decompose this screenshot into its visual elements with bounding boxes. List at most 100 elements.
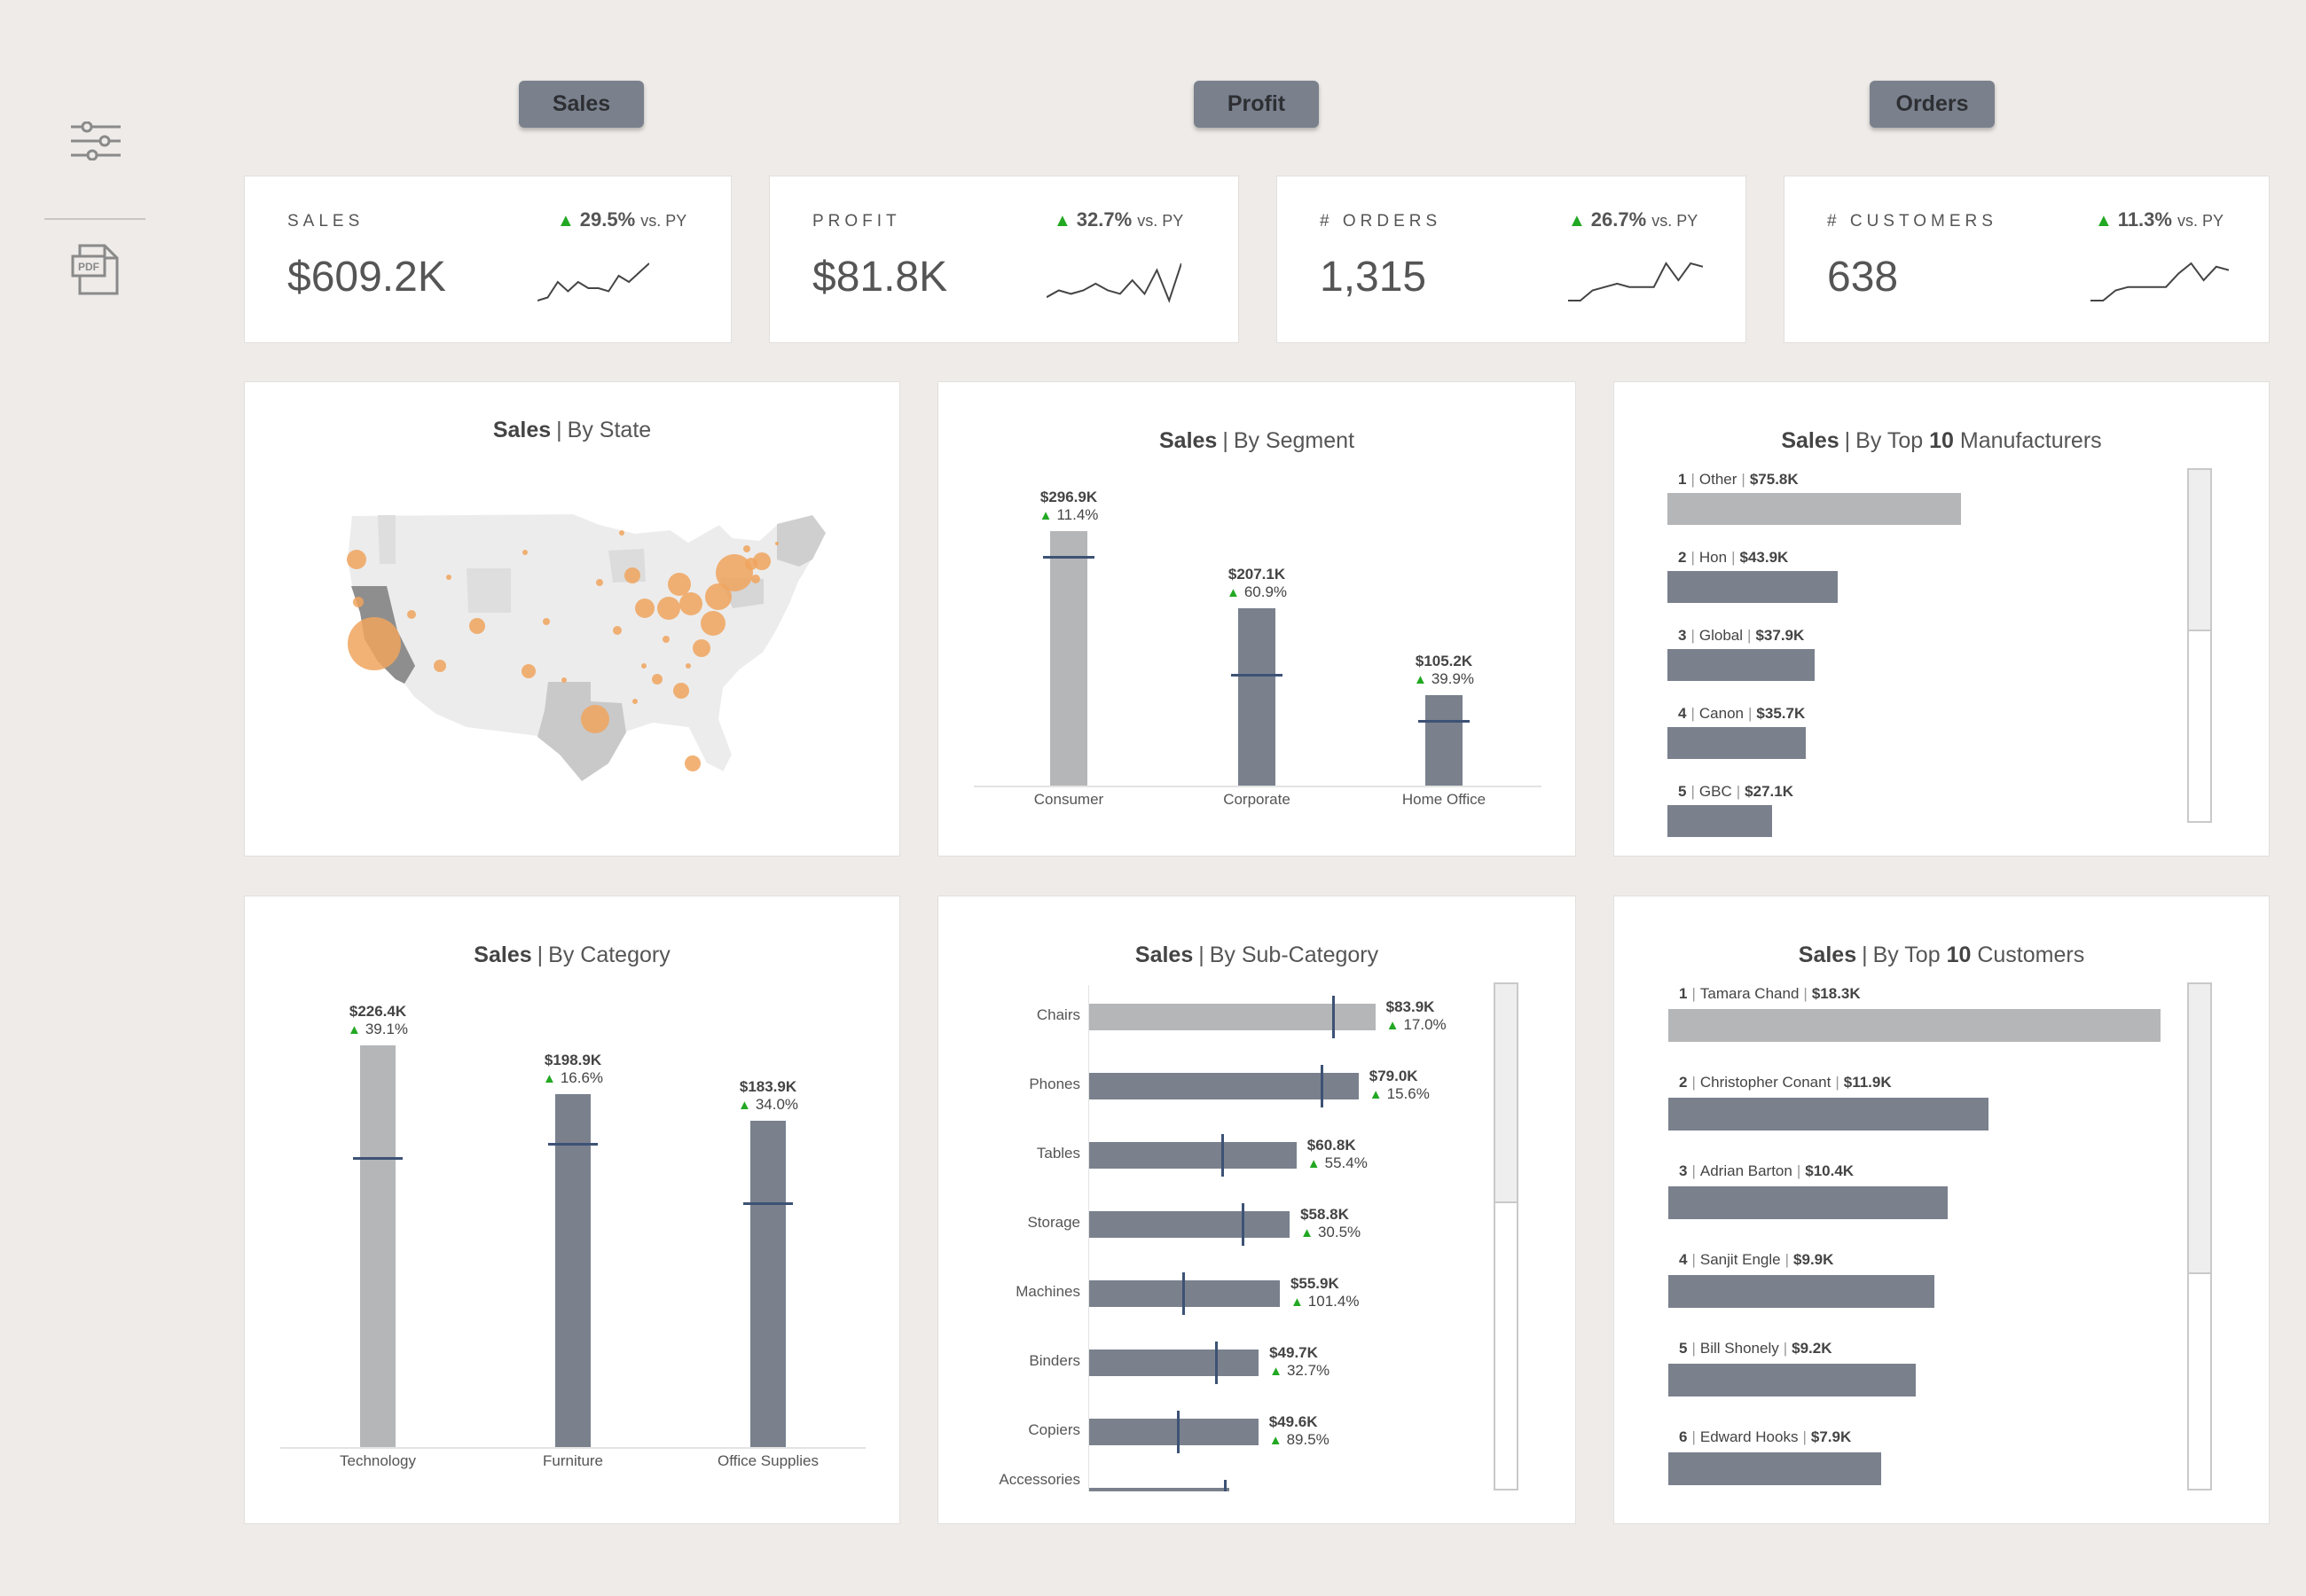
profit-nav-button[interactable]: Profit bbox=[1194, 81, 1319, 128]
prior-year-marker bbox=[1418, 719, 1470, 723]
bar[interactable] bbox=[1668, 1364, 1917, 1396]
panel-title: Sales | By Category bbox=[474, 943, 671, 967]
bar-value-label: $79.0K ▲ 15.6% bbox=[1369, 1068, 1430, 1102]
subcategory-chart-panel: Sales | By Sub-Category Chairs $83.9K ▲ 17.0%… bbox=[937, 896, 1576, 1524]
up-arrow-icon: ▲ bbox=[1385, 1018, 1400, 1033]
bar[interactable] bbox=[1238, 607, 1275, 786]
up-arrow-icon: ▲ bbox=[557, 211, 575, 231]
kpi-value: $609.2K bbox=[287, 254, 446, 301]
y-axis-label: Machines bbox=[1016, 1283, 1080, 1300]
rank-label: 4 | Sanjit Engle | $9.9K bbox=[1679, 1251, 1834, 1268]
bar-value-label: $226.4K ▲ 39.1% bbox=[347, 1003, 409, 1038]
bar[interactable] bbox=[1668, 1098, 1988, 1130]
bar[interactable] bbox=[1668, 1275, 1935, 1308]
up-arrow-icon: ▲ bbox=[1413, 672, 1427, 688]
orders-nav-button[interactable]: Orders bbox=[1870, 81, 1995, 128]
y-axis-line bbox=[1088, 985, 1089, 1491]
x-axis-label: Office Supplies bbox=[717, 1452, 820, 1469]
bar[interactable] bbox=[1089, 1211, 1290, 1238]
up-arrow-icon: ▲ bbox=[1306, 1156, 1321, 1171]
bar[interactable] bbox=[1667, 805, 1773, 837]
sidebar-divider bbox=[44, 218, 145, 220]
up-arrow-icon: ▲ bbox=[542, 1071, 556, 1087]
bar-value-label: $49.6K ▲ 89.5% bbox=[1268, 1413, 1329, 1448]
scrollbar-thumb[interactable] bbox=[1495, 984, 1517, 1203]
up-arrow-icon: ▲ bbox=[1054, 211, 1071, 231]
kpi-value: 1,315 bbox=[1320, 254, 1427, 301]
manufacturers-scrollbar[interactable] bbox=[2187, 468, 2212, 823]
bar-value-label: $55.9K ▲ 101.4% bbox=[1290, 1275, 1360, 1310]
prior-year-marker bbox=[353, 1157, 403, 1161]
rank-label: 1 | Tamara Chand | $18.3K bbox=[1679, 985, 1861, 1002]
bar[interactable] bbox=[1089, 1142, 1297, 1169]
prior-year-marker bbox=[1043, 555, 1094, 559]
bar[interactable] bbox=[750, 1121, 786, 1447]
up-arrow-icon: ▲ bbox=[1226, 584, 1240, 600]
bar[interactable] bbox=[1089, 1350, 1259, 1376]
prior-year-marker bbox=[1241, 1203, 1244, 1246]
rank-label: 2 | Hon | $43.9K bbox=[1678, 549, 1789, 566]
bar[interactable] bbox=[1667, 727, 1806, 759]
prior-year-marker bbox=[743, 1202, 793, 1206]
scrollbar-thumb[interactable] bbox=[2189, 984, 2210, 1274]
bar[interactable] bbox=[1667, 571, 1838, 603]
prior-year-marker bbox=[1231, 673, 1282, 677]
up-arrow-icon: ▲ bbox=[347, 1022, 361, 1038]
bar[interactable] bbox=[1667, 493, 1962, 525]
bar-value-label: $58.8K ▲ 30.5% bbox=[1300, 1206, 1361, 1240]
bar-value-label: $49.7K ▲ 32.7% bbox=[1269, 1344, 1330, 1379]
prior-year-marker bbox=[1332, 996, 1336, 1038]
prior-year-marker bbox=[1215, 1342, 1219, 1384]
kpi-card-orders: # ORDERS 1,315 ▲ 26.7% vs. PY bbox=[1276, 176, 1746, 343]
y-axis-label: Chairs bbox=[1036, 1006, 1080, 1023]
bar[interactable] bbox=[1667, 649, 1815, 681]
manufacturers-chart-panel: Sales | By Top 10 Manufacturers 1 | Other | $7… bbox=[1613, 381, 2270, 857]
bar[interactable] bbox=[1668, 1452, 1881, 1485]
pdf-export-icon[interactable]: PDF bbox=[71, 244, 119, 295]
rank-label: 4 | Canon | $35.7K bbox=[1678, 705, 1806, 722]
filters-icon[interactable] bbox=[71, 121, 121, 160]
sales-nav-button[interactable]: Sales bbox=[519, 81, 644, 128]
subcategory-scrollbar[interactable] bbox=[1494, 982, 1518, 1490]
bar[interactable] bbox=[1089, 1419, 1259, 1445]
prior-year-marker bbox=[1220, 1134, 1224, 1177]
bar[interactable] bbox=[360, 1045, 396, 1447]
sparkline-path bbox=[1568, 262, 1703, 301]
bar[interactable] bbox=[1089, 1488, 1229, 1491]
prior-year-marker bbox=[1321, 1065, 1324, 1107]
profit-sparkline bbox=[1047, 262, 1181, 303]
kpi-label: # ORDERS bbox=[1320, 212, 1442, 231]
x-axis-label: Technology bbox=[339, 1452, 416, 1469]
kpi-value: 638 bbox=[1827, 254, 1899, 301]
y-axis-label: Binders bbox=[1029, 1352, 1080, 1369]
bar[interactable] bbox=[1425, 695, 1463, 786]
axis-baseline bbox=[974, 786, 1541, 787]
scrollbar-thumb[interactable] bbox=[2189, 470, 2210, 631]
kpi-delta: ▲ 26.7% vs. PY bbox=[1568, 208, 1698, 231]
bar-value-label: $207.1K ▲ 60.9% bbox=[1226, 565, 1288, 600]
panel-title: Sales | By Sub-Category bbox=[1134, 943, 1379, 967]
up-arrow-icon: ▲ bbox=[737, 1098, 751, 1114]
bar[interactable] bbox=[1089, 1004, 1376, 1030]
prior-year-marker bbox=[1182, 1272, 1186, 1315]
bar[interactable] bbox=[555, 1094, 591, 1447]
prior-year-marker bbox=[1177, 1411, 1180, 1453]
panel-title: Sales | By State bbox=[492, 418, 652, 442]
up-arrow-icon: ▲ bbox=[1039, 507, 1053, 523]
prior-year-marker bbox=[548, 1143, 598, 1146]
bar[interactable] bbox=[1089, 1073, 1359, 1099]
x-axis-label: Corporate bbox=[1223, 791, 1290, 808]
kpi-value: $81.8K bbox=[812, 254, 948, 301]
x-axis-label: Home Office bbox=[1401, 791, 1486, 808]
state-map-panel: Sales | By State bbox=[244, 381, 900, 857]
sparkline-path bbox=[537, 262, 649, 301]
rank-label: 6 | Edward Hooks | $7.9K bbox=[1679, 1428, 1852, 1445]
x-axis-label: Consumer bbox=[1033, 791, 1104, 808]
customers-sparkline bbox=[2090, 262, 2229, 301]
bar[interactable] bbox=[1050, 530, 1087, 786]
customers-scrollbar[interactable] bbox=[2187, 982, 2212, 1490]
us-state-map[interactable] bbox=[316, 497, 866, 790]
bar[interactable] bbox=[1668, 1186, 1949, 1219]
bar[interactable] bbox=[1668, 1009, 2161, 1042]
up-arrow-icon: ▲ bbox=[1300, 1225, 1314, 1240]
